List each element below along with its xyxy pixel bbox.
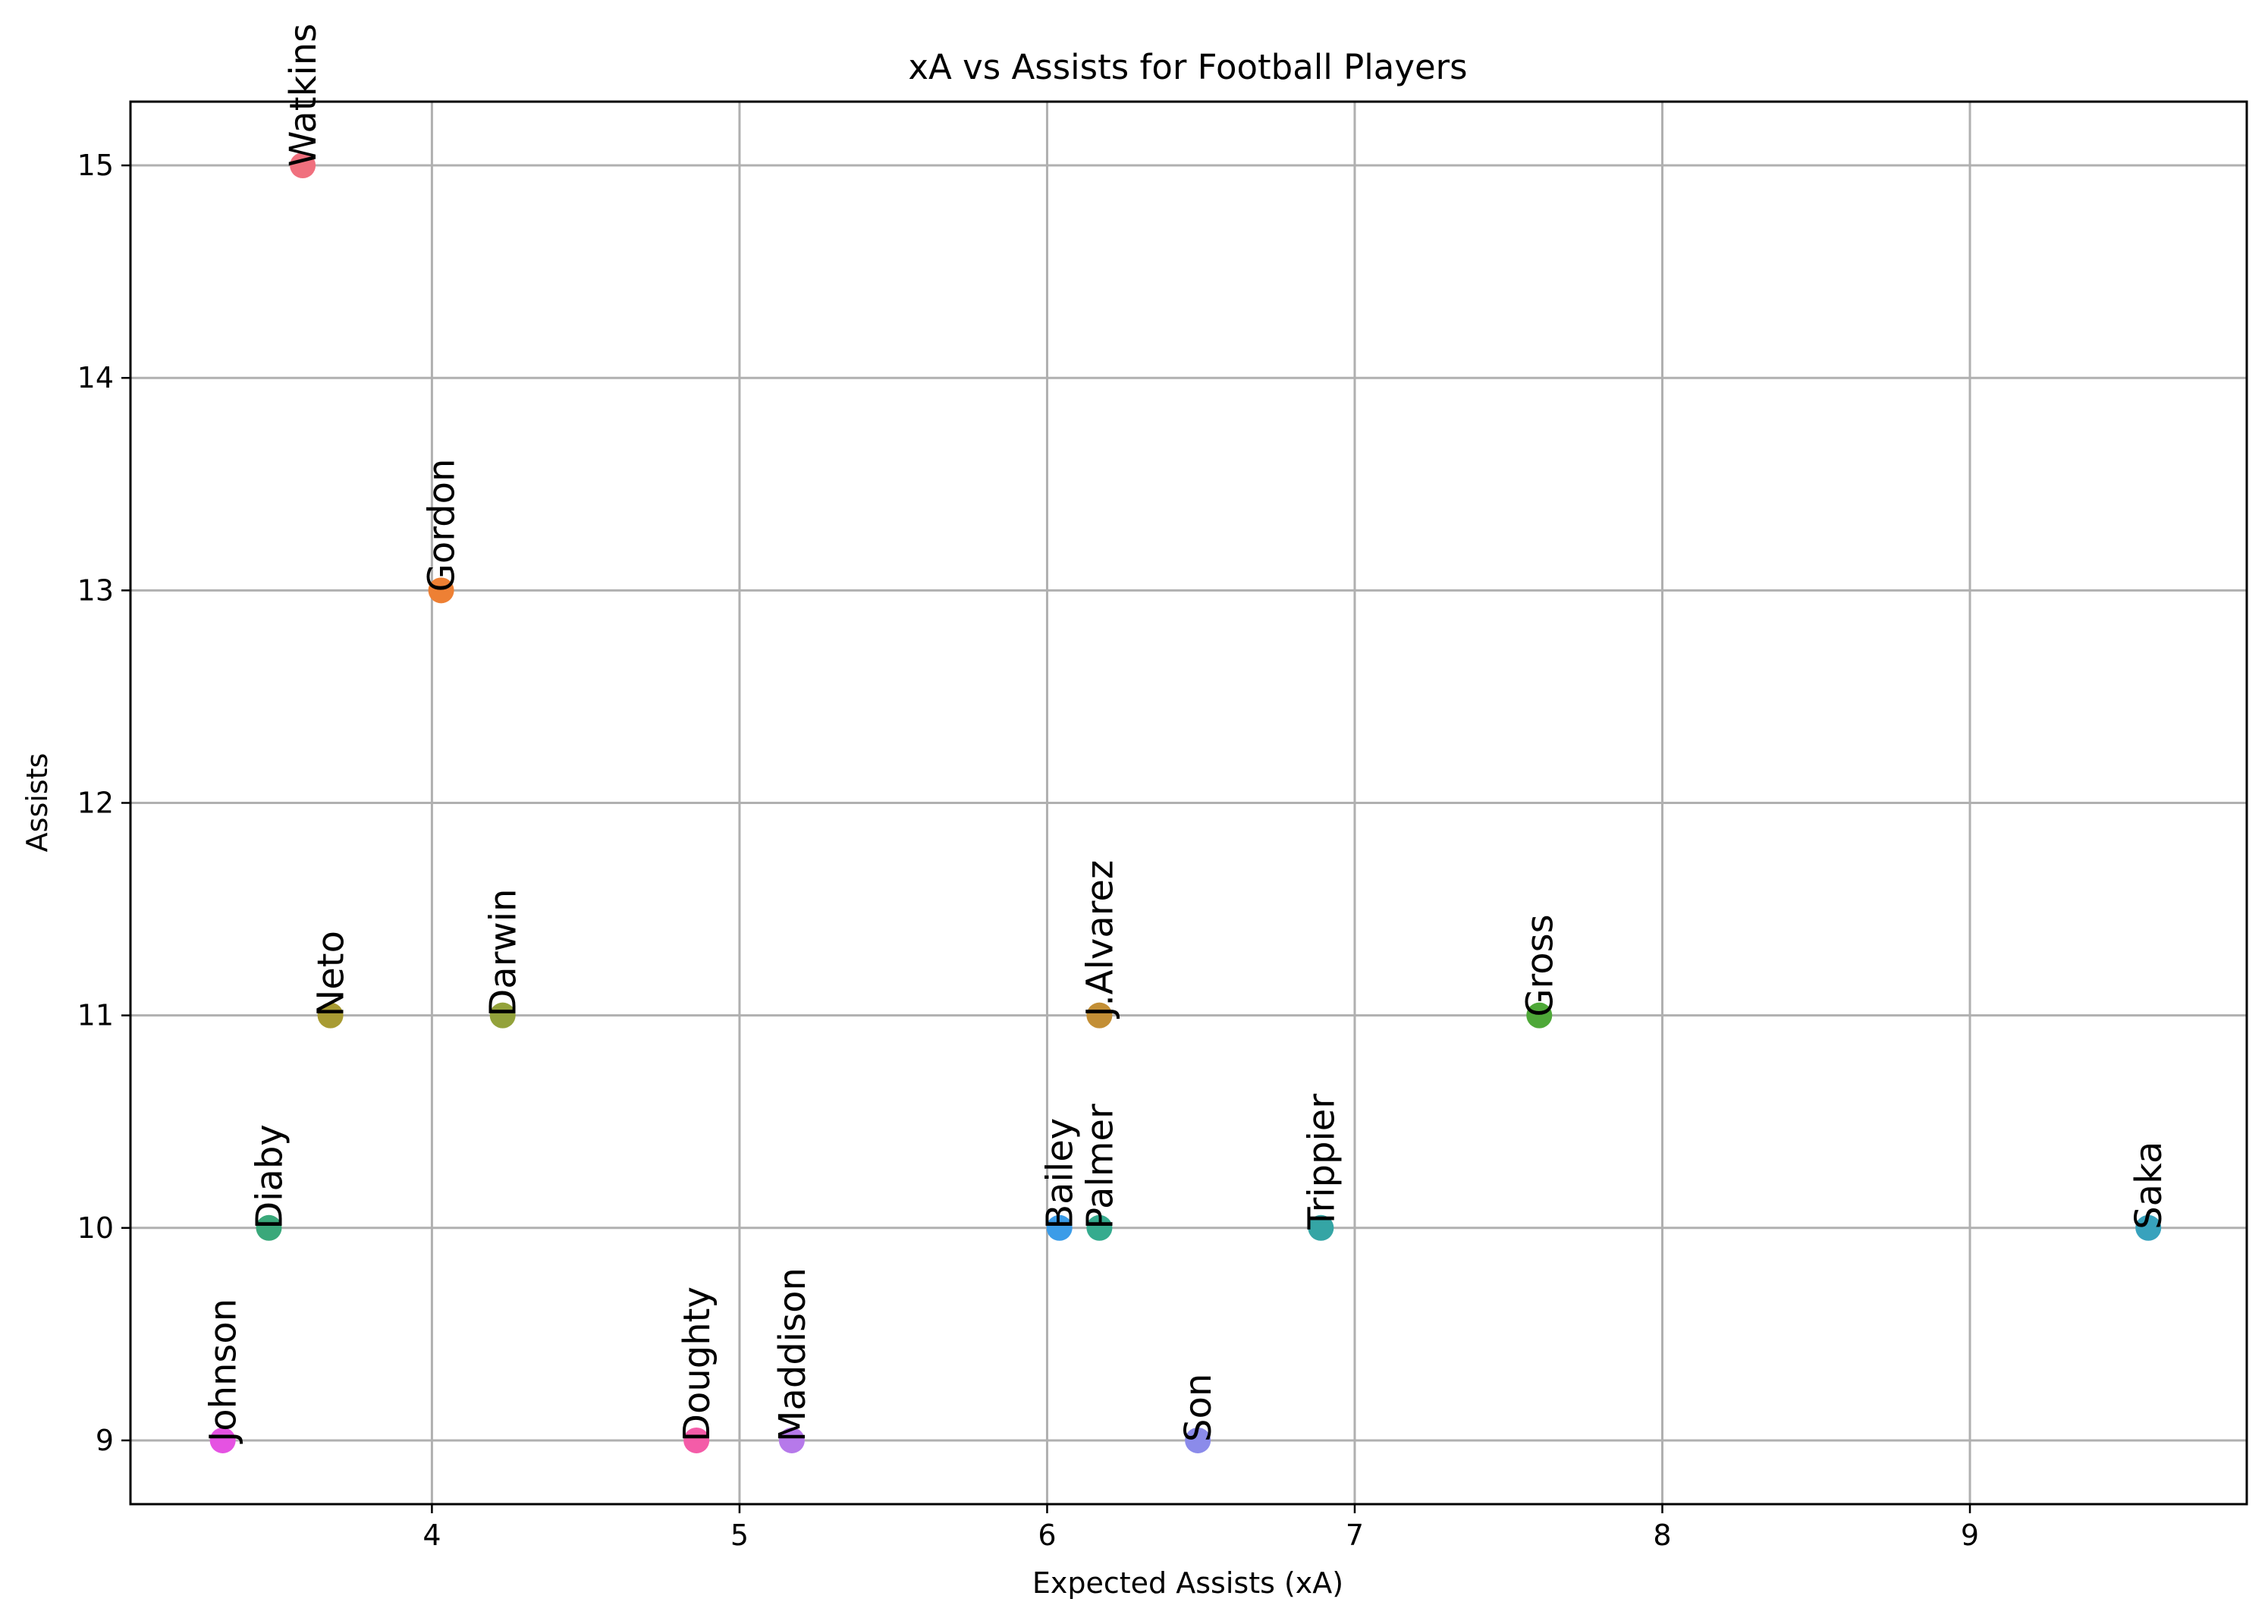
data-points xyxy=(209,152,2162,1453)
x-tick-label: 8 xyxy=(1653,1519,1671,1552)
point-label: Gross xyxy=(1519,914,1561,1016)
x-tick-label: 4 xyxy=(423,1519,441,1552)
data-point xyxy=(290,152,316,179)
point-label: Darwin xyxy=(482,889,525,1017)
point-label: Trippier xyxy=(1300,1094,1343,1230)
data-point xyxy=(428,577,454,604)
point-label: Palmer xyxy=(1079,1104,1121,1230)
data-point xyxy=(1308,1214,1334,1241)
y-tick-label: 14 xyxy=(77,361,114,394)
y-tick-label: 12 xyxy=(77,787,114,820)
point-label: J.Alvarez xyxy=(1079,860,1121,1019)
point-label: Bailey xyxy=(1039,1118,1082,1230)
data-point xyxy=(2135,1214,2162,1241)
axis-ticks: 4 5 6 7 8 9 9 10 11 12 13 14 15 xyxy=(77,149,1979,1552)
data-point xyxy=(256,1214,282,1241)
data-point xyxy=(489,1002,516,1029)
grid-lines xyxy=(130,102,2247,1504)
point-label: Saka xyxy=(2128,1142,2170,1230)
data-point xyxy=(1086,1002,1113,1029)
data-point xyxy=(317,1002,344,1029)
point-labels: Watkins Gordon Neto Darwin J.Alvarez Gross Dia… xyxy=(203,24,2171,1444)
point-label: Son xyxy=(1177,1374,1220,1442)
y-tick-label: 9 xyxy=(96,1424,114,1457)
x-tick-label: 7 xyxy=(1346,1519,1364,1552)
x-tick-label: 9 xyxy=(1961,1519,1979,1552)
y-tick-label: 13 xyxy=(77,573,114,607)
x-axis-label: Expected Assists (xA) xyxy=(1032,1566,1343,1600)
y-tick-label: 10 xyxy=(77,1211,114,1245)
point-label: Doughty xyxy=(676,1286,718,1442)
data-point xyxy=(1185,1427,1211,1453)
point-label: Maddison xyxy=(771,1267,814,1442)
data-point xyxy=(209,1427,236,1453)
y-tick-label: 11 xyxy=(77,999,114,1032)
chart-title: xA vs Assists for Football Players xyxy=(908,47,1467,87)
point-label: Gordon xyxy=(421,459,463,592)
x-tick-label: 6 xyxy=(1038,1519,1056,1552)
data-point xyxy=(683,1427,710,1453)
point-label: Neto xyxy=(310,931,353,1017)
point-label: Johnson xyxy=(203,1299,245,1444)
y-axis-label: Assists xyxy=(20,753,54,853)
y-tick-label: 15 xyxy=(77,149,114,182)
data-point xyxy=(1086,1214,1113,1241)
data-point xyxy=(1046,1214,1073,1241)
x-tick-label: 5 xyxy=(730,1519,749,1552)
point-label: Diaby xyxy=(248,1124,291,1230)
data-point xyxy=(1526,1002,1553,1029)
data-point xyxy=(778,1427,805,1453)
point-label: Watkins xyxy=(282,24,325,167)
